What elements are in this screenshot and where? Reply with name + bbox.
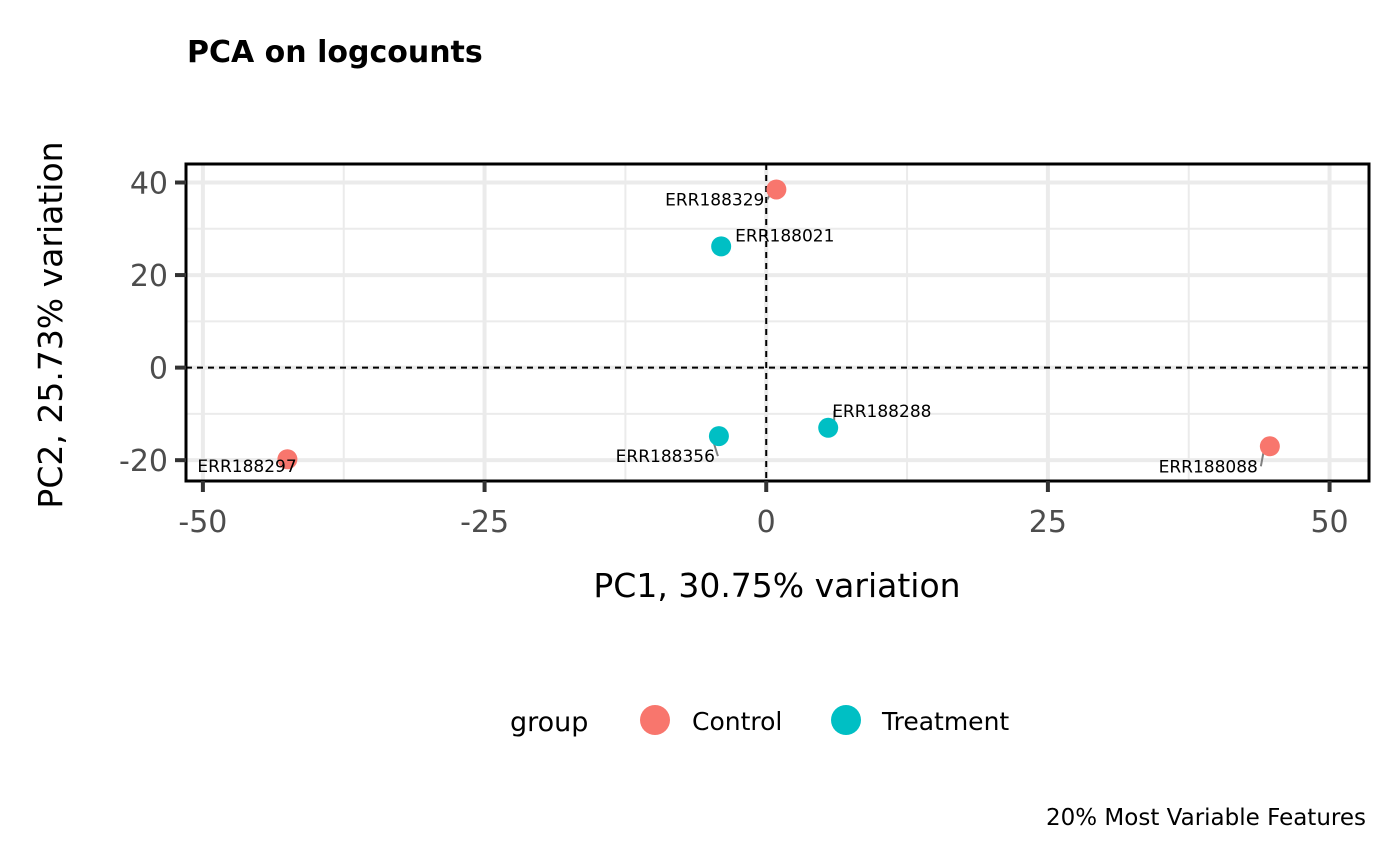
legend: group Control Treatment [510,705,1009,738]
data-point [708,426,729,447]
point-labels: ERR188329 ERR188021 ERR188288 ERR188356 ERR1… [197,190,1257,477]
point-label: ERR188297 [197,457,296,477]
x-tick-label: 25 [1029,505,1067,540]
gridlines [186,164,1369,481]
legend-label-control: Control [692,707,782,736]
point-label: ERR188088 [1159,457,1258,477]
x-tick-label: 0 [757,505,776,540]
data-point [1259,436,1280,457]
chart-caption: 20% Most Variable Features [1046,805,1366,831]
legend-key-treatment [831,705,861,735]
legend-label-treatment: Treatment [881,707,1009,736]
y-tick-label: 40 [130,167,168,202]
reference-lines [186,164,1369,481]
data-point [818,417,839,438]
legend-title: group [510,707,588,738]
plot-panel-border [184,162,1371,483]
data-point [766,179,787,200]
legend-key-control [640,705,670,735]
data-points [277,179,1280,470]
x-axis-title: PC1, 30.75% variation [593,566,960,605]
y-tick-label: 20 [130,259,168,294]
x-tick-label: 50 [1310,505,1348,540]
chart-title: PCA on logcounts [187,35,483,70]
point-label: ERR188021 [735,226,834,246]
x-tick-label: -25 [460,505,509,540]
point-label: ERR188329 [665,190,764,210]
y-tick-label: -20 [119,444,168,479]
y-tick-label: 0 [149,352,168,387]
point-label: ERR188288 [832,402,931,422]
point-label: ERR188356 [616,447,715,467]
axis-ticks: -50 -25 0 25 50 -20 0 20 40 [119,167,1349,540]
y-axis-title: PC2, 25.73% variation [31,141,70,508]
x-tick-label: -50 [178,505,227,540]
data-point [711,236,732,257]
data-point [277,449,298,470]
